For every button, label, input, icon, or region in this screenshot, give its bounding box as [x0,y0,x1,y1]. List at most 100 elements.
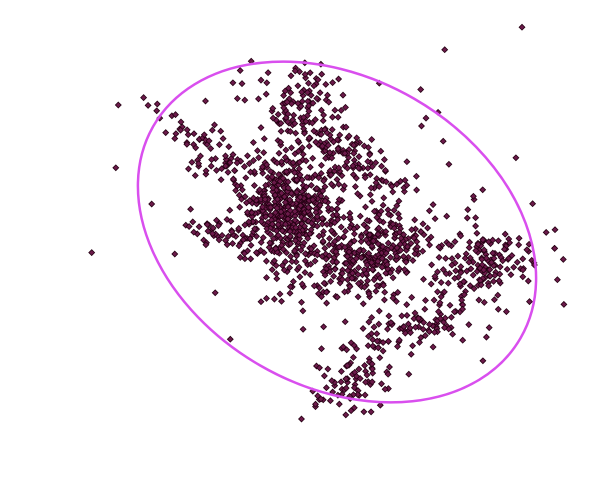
scatter-point [403,311,411,319]
scatter-point [469,192,477,200]
scatter-point [375,320,383,328]
scatter-point [386,363,393,371]
scatter-point [477,281,485,289]
scatter-point [384,370,392,378]
scatter-point [298,144,306,152]
scatter-point [346,283,354,291]
scatter-point [398,312,406,320]
scatter-point [362,270,370,277]
scatter-point [427,280,435,288]
scatter-point [430,296,438,304]
scatter-point [305,79,312,87]
scatter-point [298,176,306,184]
scatter-point [338,276,346,283]
scatter-point [368,197,376,205]
scatter-point [213,216,220,224]
scatter-point [507,271,515,279]
scatter-point [328,377,336,385]
scatter-point [397,246,405,254]
scatter-point [235,224,243,232]
scatter-point [316,201,324,209]
scatter-point [284,215,292,223]
scatter-point [274,110,282,118]
scatter-point [318,345,325,353]
scatter-point [410,234,418,242]
scatter-point [379,243,387,251]
scatter-point [465,244,473,252]
scatter-point [309,154,317,162]
scatter-point [284,118,292,126]
scatter-point [270,257,278,265]
scatter-point [351,183,359,191]
scatter-point [284,210,292,218]
scatter-point [269,104,277,112]
scatter-point [282,168,290,176]
scatter-point [184,131,192,139]
scatter-point [313,94,321,102]
scatter-point [294,82,302,90]
scatter-point [226,335,234,343]
scatter-point [337,367,345,375]
scatter-point [431,328,438,336]
scatter-point [322,80,330,88]
scatter-point [515,241,523,249]
scatter-point [286,227,294,235]
scatter-point [310,82,318,90]
scatter-point [140,94,148,102]
scatter-point [202,241,210,249]
scatter-point [281,198,289,206]
scatter-point [368,314,376,321]
scatter-point [291,67,299,75]
scatter-point [283,98,291,106]
scatter-point [114,101,122,109]
scatter-point [240,163,248,171]
scatter-point [379,201,387,209]
scatter-point [281,258,289,266]
scatter-point [323,129,331,137]
scatter-point [326,268,334,276]
scatter-point [266,239,274,247]
scatter-point [406,324,414,332]
scatter-point [329,258,337,266]
scatter-point [338,269,346,277]
scatter-point [262,257,270,265]
scatter-point [435,308,442,316]
scatter-point [326,235,333,242]
scatter-point [344,276,352,284]
scatter-point [317,106,325,114]
scatter-point [245,218,253,226]
scatter-point [409,257,417,264]
scatter-point [237,157,245,165]
scatter-point [247,255,255,263]
scatter-point [357,238,365,245]
scatter-point [401,176,409,184]
scatter-point [310,127,318,135]
scatter-point [454,252,462,260]
scatter-point [291,216,299,224]
scatter-point [501,230,509,238]
scatter-point [246,197,254,205]
scatter-point [434,268,441,276]
scatter-point [329,113,336,121]
scatter-point [331,265,339,273]
scatter-point [277,119,285,127]
scatter-point [349,171,357,179]
scatter-point [442,270,450,278]
scatter-point [472,222,480,230]
scatter-point [369,266,376,273]
scatter-point [293,176,301,184]
scatter-point [350,404,358,412]
scatter-point [395,214,403,222]
scatter-point [459,305,467,313]
scatter-point [313,185,321,192]
scatter-point [207,162,215,170]
scatter-point [411,250,419,258]
scatter-point [366,171,374,179]
scatter-point [370,207,378,215]
scatter-point [436,315,444,323]
scatter-point [345,132,353,140]
scatter-point [425,207,433,215]
scatter-point [494,237,502,245]
scatter-point [295,165,303,173]
scatter-point [288,258,296,265]
